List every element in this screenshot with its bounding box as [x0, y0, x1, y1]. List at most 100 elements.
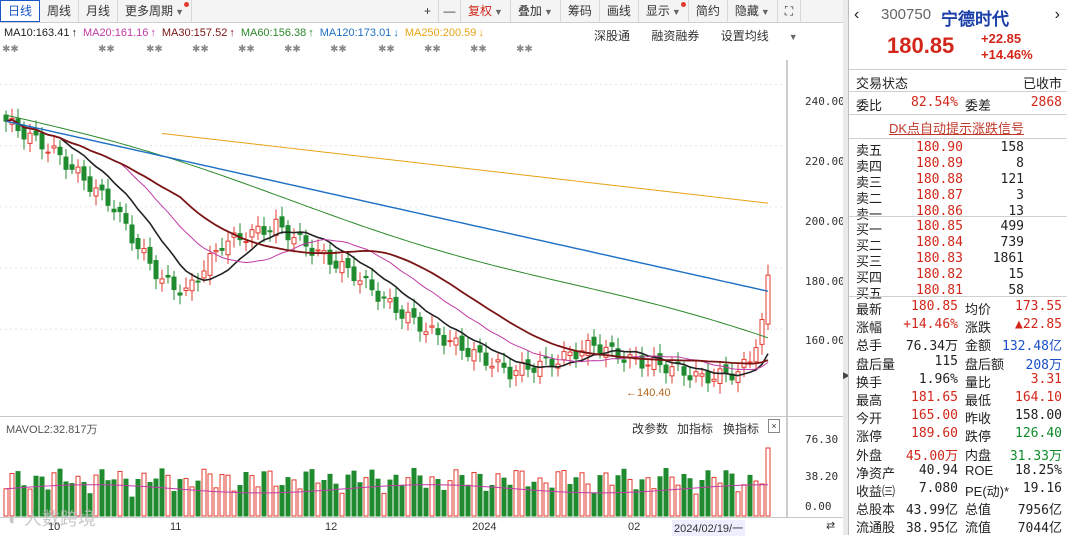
shenzhen-connect-link[interactable]: 深股通 — [594, 29, 631, 43]
bids-label: 买五 — [856, 286, 883, 301]
marker-stars: ✱✱ — [284, 44, 301, 55]
volume-bar — [483, 490, 489, 517]
candle-body — [87, 176, 93, 192]
toolbar-weekly-button[interactable]: 周线 — [40, 0, 80, 22]
toolbar-overlay-button[interactable]: 叠加 ▼ — [511, 0, 561, 22]
volume-bar — [723, 470, 729, 517]
volume-bar — [147, 481, 153, 517]
candle-body — [519, 361, 525, 376]
candle-body — [363, 275, 369, 279]
toolbar-simple-button[interactable]: 简约 — [689, 0, 728, 22]
date-tick: 02 — [628, 521, 641, 533]
stat-value: 165.00 — [911, 408, 958, 424]
volume-bar — [579, 472, 585, 517]
candle-body — [315, 249, 321, 252]
candle-body — [489, 365, 495, 369]
change-params-button[interactable]: 改参数 — [632, 422, 669, 436]
toolbar-fullscreen-button[interactable]: ⛶ — [778, 0, 802, 22]
candle-body — [129, 224, 135, 244]
candle-body — [213, 250, 219, 253]
trade-status-value: 已收市 — [1022, 76, 1062, 91]
stat-value: 173.55 — [1015, 299, 1062, 314]
stat-label: 均价 — [965, 302, 992, 317]
bids-volume: 739 — [1000, 235, 1024, 250]
ma-settings-link[interactable]: 设置均线 — [720, 29, 769, 43]
candle-body — [501, 362, 507, 368]
marker-stars: ✱✱ — [330, 44, 347, 55]
candle-body — [759, 319, 765, 345]
stat-label: ROE — [965, 462, 994, 478]
volume-bar — [465, 484, 471, 517]
volume-bar — [267, 470, 273, 517]
candle-body — [639, 355, 645, 369]
asks-volume: 8 — [1016, 156, 1024, 171]
last-price: 180.85 — [887, 33, 955, 58]
switch-indicator-button[interactable]: 换指标 — [723, 422, 760, 436]
toolbar-hide-button[interactable]: 隐藏 ▼ — [728, 0, 778, 22]
bids-price: 180.82 — [916, 267, 963, 282]
toolbar-display-button[interactable]: 显示 ▼ — [639, 0, 689, 22]
marker-stars: ✱✱ — [378, 44, 395, 55]
candle-body — [141, 247, 147, 254]
volume-bar — [351, 470, 357, 517]
close-icon[interactable]: × — [768, 419, 780, 433]
bids-volume: 499 — [1000, 219, 1024, 234]
back-icon[interactable]: ‹ — [854, 6, 860, 23]
stat-value: 164.10 — [1015, 390, 1062, 405]
stat-value: 189.60 — [911, 426, 958, 442]
volume-bar — [453, 469, 459, 517]
toolbar-monthly-button[interactable]: 月线 — [79, 0, 119, 22]
candle-body — [495, 359, 501, 363]
volume-bar — [381, 492, 387, 517]
bids-price: 180.81 — [916, 283, 963, 298]
dk-signal-link[interactable]: DK点自动提示涨跌信号 — [889, 121, 1025, 136]
volume-bar — [345, 474, 351, 517]
candle-body — [63, 156, 69, 170]
candle-body — [609, 342, 615, 347]
candle-body — [309, 247, 315, 256]
volume-bar — [495, 473, 501, 517]
stat-value: 1.96% — [918, 371, 958, 387]
toolbar-more-periods-button[interactable]: 更多周期 ▼ — [118, 0, 192, 22]
toolbar-zoom-out-button[interactable]: — — [439, 0, 461, 22]
asks-label: 卖一 — [856, 207, 883, 222]
toolbar-draw-button[interactable]: 画线 — [600, 0, 639, 22]
volume-bar — [75, 475, 81, 517]
zoom-icon[interactable]: ⇄ — [826, 520, 836, 532]
toolbar-zoom-in-button[interactable]: + — [417, 0, 439, 22]
candle-body — [591, 336, 597, 346]
candle-body — [21, 126, 27, 140]
toolbar-adjust-button[interactable]: 复权 ▼ — [461, 0, 511, 22]
marker-stars: ✱✱ — [424, 44, 441, 55]
asks-label: 卖三 — [856, 175, 883, 190]
panel-divider[interactable]: ▶ — [843, 0, 850, 535]
volume-bar — [513, 470, 519, 517]
toolbar-chips-button[interactable]: 筹码 — [561, 0, 600, 22]
candle-body — [663, 364, 669, 374]
stock-code: 300750 — [881, 6, 932, 23]
asks-label: 卖四 — [856, 159, 883, 174]
candle-body — [573, 350, 579, 360]
chart-area[interactable]: 日线 周线 月线 更多周期 ▼ + — 复权 ▼ 叠加 ▼ 筹码 画线 显示 ▼ 简约 隐藏 ▼ ⛶ MA10:16… — [0, 0, 845, 536]
volume-bar — [357, 482, 363, 517]
marker-stars: ✱✱ — [192, 44, 209, 55]
volume-bar — [597, 475, 603, 517]
candle-body — [387, 298, 393, 303]
candle-body — [411, 308, 417, 318]
volume-bar — [591, 492, 597, 517]
forward-icon[interactable]: › — [1054, 6, 1060, 23]
margin-trading-link[interactable]: 融资融券 — [651, 29, 700, 43]
toolbar: 日线 周线 月线 更多周期 ▼ + — 复权 ▼ 叠加 ▼ 筹码 画线 显示 ▼ 简约 隐藏 ▼ ⛶ — [0, 0, 843, 23]
candle-body — [579, 350, 585, 357]
candle-body — [687, 375, 693, 381]
asks-volume: 13 — [1008, 204, 1024, 219]
volume-bar — [177, 479, 183, 517]
toolbar-daily-button[interactable]: 日线 — [0, 0, 41, 22]
volume-bar — [111, 479, 117, 517]
add-indicator-button[interactable]: 加指标 — [677, 422, 714, 436]
volume-bar — [369, 469, 375, 517]
kline-chart[interactable]: ←140.40 — [0, 60, 843, 535]
volume-bar — [231, 490, 237, 517]
vol-tick-max: 76.30 — [805, 433, 839, 446]
volume-bar — [207, 473, 213, 517]
